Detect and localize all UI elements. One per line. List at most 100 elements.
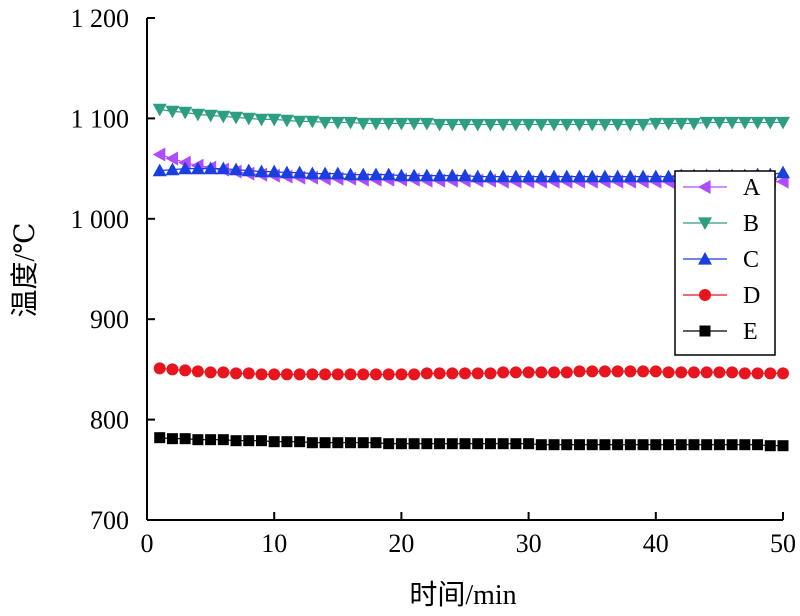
data-point bbox=[178, 106, 193, 120]
data-point bbox=[330, 116, 345, 130]
data-point bbox=[166, 433, 178, 445]
data-point bbox=[777, 367, 789, 380]
data-point bbox=[446, 367, 459, 380]
data-point bbox=[458, 118, 472, 132]
legend-label: C bbox=[743, 247, 759, 273]
data-point bbox=[165, 105, 180, 119]
legend-marker bbox=[699, 325, 711, 337]
data-point bbox=[586, 439, 598, 451]
data-point bbox=[343, 167, 358, 181]
data-point bbox=[470, 118, 485, 132]
data-point bbox=[408, 438, 420, 450]
data-point bbox=[650, 439, 662, 451]
data-point bbox=[701, 439, 713, 451]
x-tick-label: 40 bbox=[643, 529, 669, 558]
data-point bbox=[535, 439, 547, 451]
data-point bbox=[636, 118, 651, 132]
data-point bbox=[345, 437, 357, 449]
data-point bbox=[203, 161, 218, 175]
data-point bbox=[382, 368, 395, 381]
data-point bbox=[637, 365, 650, 378]
data-point bbox=[217, 434, 229, 446]
y-axis-title: 温度/℃ bbox=[9, 222, 41, 317]
data-point bbox=[534, 118, 549, 132]
data-point bbox=[395, 368, 408, 381]
data-point bbox=[267, 164, 282, 178]
data-point bbox=[483, 118, 498, 132]
data-point bbox=[369, 368, 382, 381]
legend-marker bbox=[698, 217, 712, 230]
data-point bbox=[674, 117, 689, 131]
data-point bbox=[191, 365, 204, 378]
legend-box bbox=[674, 170, 776, 356]
data-point bbox=[229, 111, 244, 125]
data-point bbox=[649, 365, 662, 378]
data-point bbox=[470, 169, 485, 183]
data-point bbox=[534, 169, 549, 183]
x-tick-label: 30 bbox=[516, 529, 542, 558]
data-point bbox=[776, 116, 790, 130]
data-point bbox=[368, 167, 383, 181]
data-point bbox=[750, 116, 765, 130]
data-point bbox=[331, 368, 344, 381]
data-point bbox=[712, 116, 727, 130]
data-point bbox=[152, 103, 167, 117]
series-B bbox=[152, 103, 790, 132]
data-point bbox=[561, 439, 573, 451]
data-point bbox=[395, 438, 407, 450]
data-point bbox=[686, 117, 701, 131]
data-point bbox=[675, 366, 688, 379]
data-point bbox=[229, 162, 244, 176]
data-point bbox=[305, 166, 320, 180]
data-point bbox=[357, 368, 370, 381]
data-point bbox=[752, 439, 764, 451]
data-point bbox=[572, 118, 587, 132]
data-point bbox=[153, 362, 166, 375]
x-tick-label: 20 bbox=[388, 529, 414, 558]
data-point bbox=[726, 439, 738, 451]
data-point bbox=[548, 366, 561, 379]
data-point bbox=[165, 162, 180, 176]
data-point bbox=[763, 116, 778, 130]
data-point bbox=[751, 367, 764, 380]
data-point bbox=[586, 365, 599, 378]
data-point bbox=[636, 169, 651, 183]
data-point bbox=[319, 437, 331, 449]
data-point bbox=[726, 366, 739, 379]
data-point bbox=[612, 439, 624, 451]
data-point bbox=[165, 151, 179, 166]
y-tick-label: 1 100 bbox=[71, 104, 130, 133]
data-point bbox=[559, 169, 574, 183]
y-tick-label: 700 bbox=[90, 506, 129, 535]
data-point bbox=[459, 438, 471, 450]
data-point bbox=[597, 118, 612, 132]
data-point bbox=[585, 169, 600, 183]
data-point bbox=[306, 368, 319, 381]
data-point bbox=[764, 440, 776, 452]
legend-marker bbox=[698, 252, 712, 265]
data-point bbox=[279, 114, 294, 128]
data-point bbox=[243, 435, 255, 447]
data-point bbox=[268, 368, 281, 381]
data-point bbox=[204, 366, 217, 379]
legend-label: B bbox=[743, 211, 759, 237]
legend-item-C: C bbox=[683, 247, 759, 273]
data-point bbox=[523, 438, 535, 450]
data-point bbox=[330, 166, 345, 180]
legend-item-D: D bbox=[683, 283, 760, 309]
data-point bbox=[230, 367, 243, 380]
data-point bbox=[624, 365, 637, 378]
data-point bbox=[522, 366, 535, 379]
data-point bbox=[179, 433, 191, 445]
legend-item-A: A bbox=[683, 175, 761, 201]
data-point bbox=[419, 168, 434, 182]
data-point bbox=[764, 367, 777, 380]
data-point bbox=[255, 368, 268, 381]
data-point bbox=[508, 169, 523, 183]
y-tick-label: 1 200 bbox=[71, 4, 130, 33]
data-point bbox=[356, 167, 371, 181]
data-point bbox=[459, 367, 471, 380]
data-point bbox=[725, 116, 740, 130]
